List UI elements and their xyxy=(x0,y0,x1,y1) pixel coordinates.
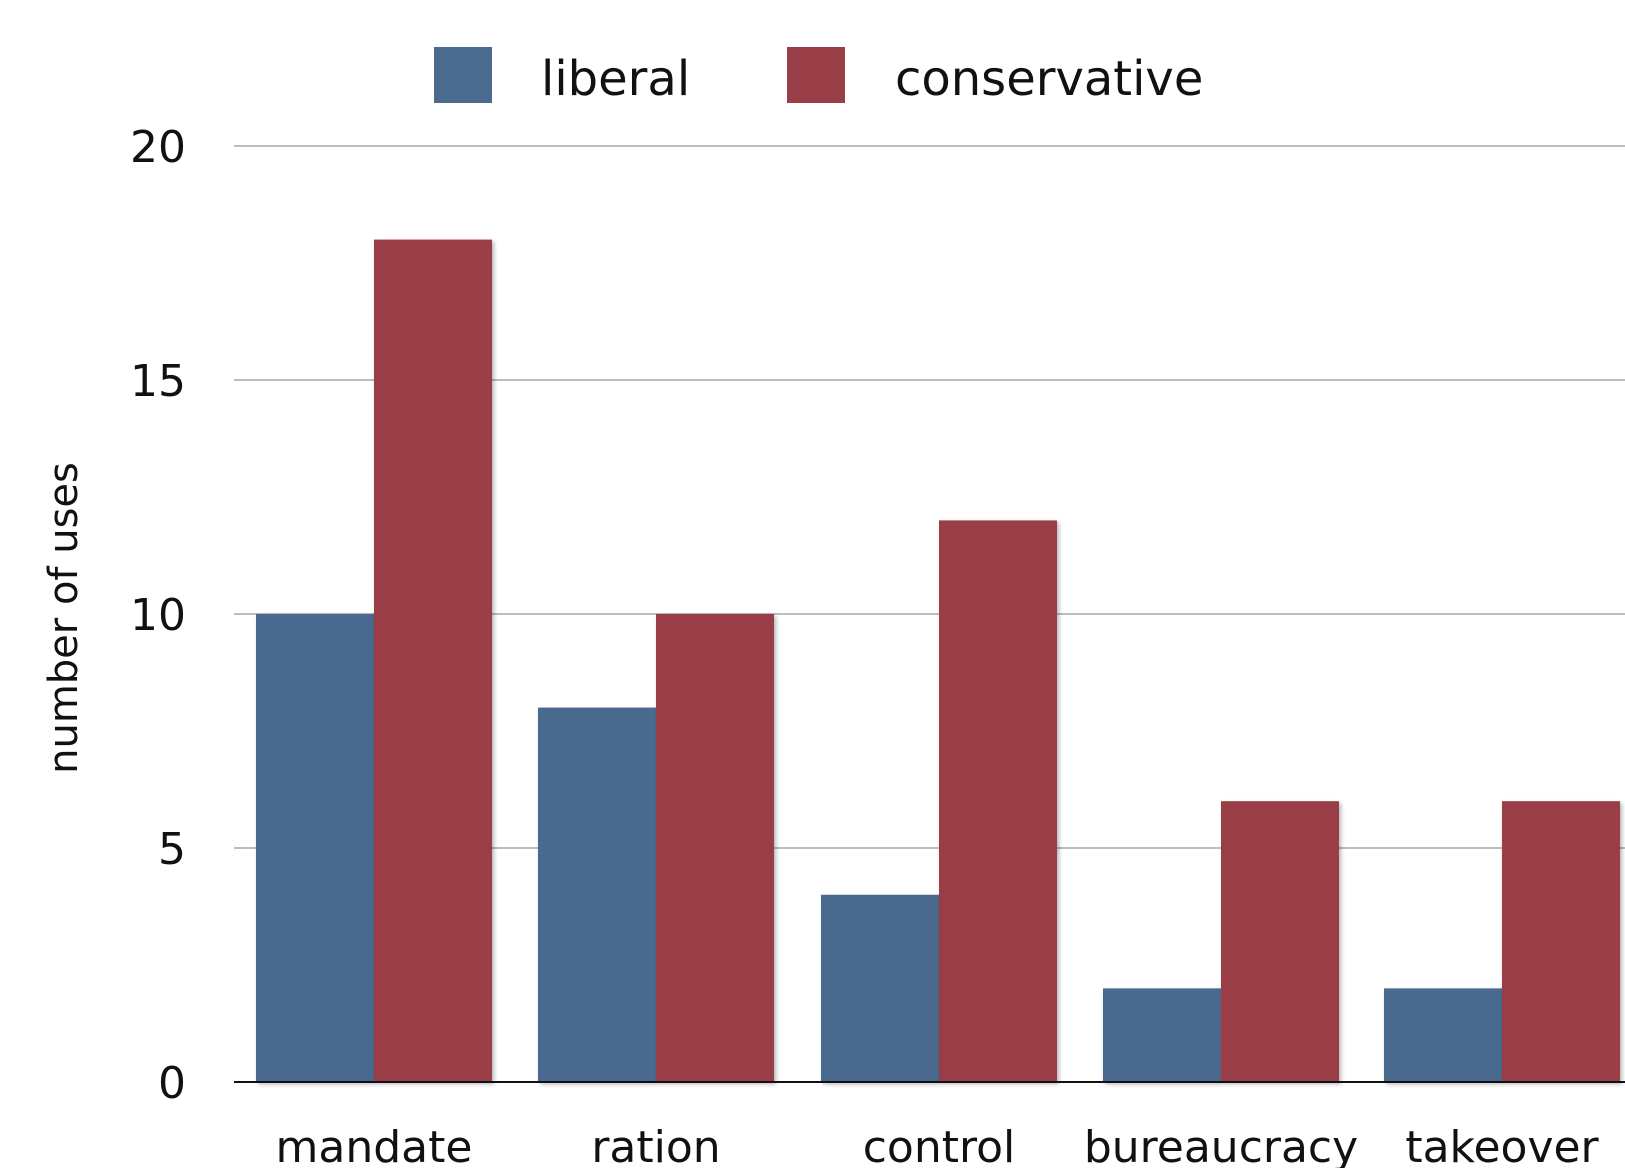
bar-conservative-bureaucracy xyxy=(1221,801,1339,1082)
x-category-label-control: control xyxy=(863,1122,1016,1168)
bar-conservative-control xyxy=(939,520,1057,1082)
x-category-label-bureaucracy: bureaucracy xyxy=(1084,1122,1358,1168)
x-category-label-mandate: mandate xyxy=(276,1122,473,1168)
y-tick-label: 15 xyxy=(130,356,186,407)
bar-liberal-ration xyxy=(538,707,656,1082)
bar-conservative-takeover xyxy=(1502,801,1620,1082)
legend-swatch-conservative xyxy=(787,47,845,103)
legend-label-conservative: conservative xyxy=(895,51,1203,107)
bar-liberal-control xyxy=(821,894,939,1082)
bar-liberal-takeover xyxy=(1384,988,1502,1082)
y-tick-label: 20 xyxy=(130,122,186,173)
bar-liberal-bureaucracy xyxy=(1103,988,1221,1082)
legend: liberal conservative xyxy=(434,47,1203,107)
legend-swatch-liberal xyxy=(434,47,492,103)
y-tick-label: 0 xyxy=(158,1058,186,1109)
x-category-label-ration: ration xyxy=(591,1122,720,1168)
x-category-label-takeover: takeover xyxy=(1405,1122,1599,1168)
bar-liberal-mandate xyxy=(256,614,374,1082)
x-axis-categories: mandate ration control bureaucracy takeover xyxy=(276,1122,1600,1168)
y-tick-label: 10 xyxy=(130,590,186,641)
legend-label-liberal: liberal xyxy=(541,51,690,107)
y-axis-title: number of uses xyxy=(41,462,87,774)
bar-conservative-mandate xyxy=(374,239,492,1083)
bars xyxy=(256,239,1620,1083)
y-axis-ticks: 0 5 10 15 20 xyxy=(130,122,186,1109)
y-tick-label: 5 xyxy=(158,824,186,875)
bar-conservative-ration xyxy=(656,614,774,1082)
